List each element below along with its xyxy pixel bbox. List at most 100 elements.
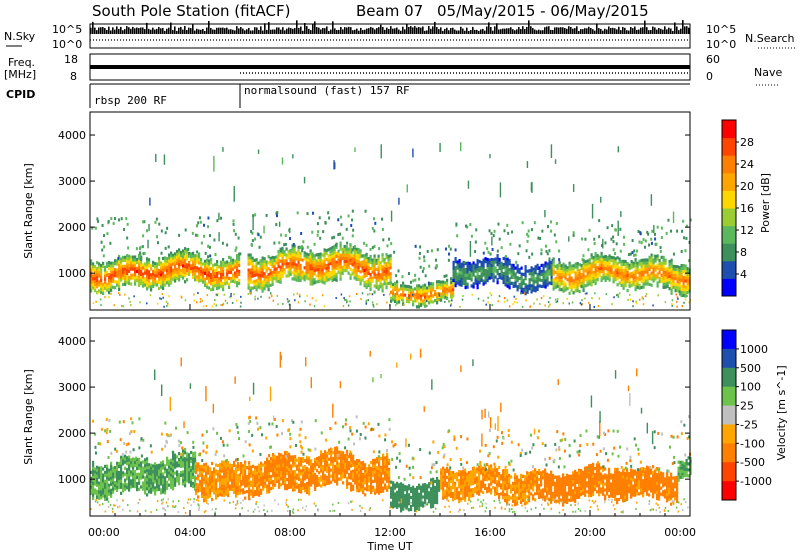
data-cell xyxy=(606,258,609,263)
data-cell xyxy=(299,254,302,259)
data-cell xyxy=(268,469,271,473)
data-cell xyxy=(170,470,173,474)
data-cell xyxy=(254,480,257,485)
scatter-cell xyxy=(474,250,477,254)
scatter-cell xyxy=(168,434,171,438)
scatter-cell xyxy=(236,425,239,429)
data-cell xyxy=(164,467,167,471)
data-cell xyxy=(182,458,185,462)
data-cell xyxy=(162,265,165,270)
data-cell xyxy=(372,485,375,489)
ground-cell xyxy=(523,292,526,295)
data-cell xyxy=(213,467,216,471)
nsky-bar xyxy=(92,21,94,34)
data-cell xyxy=(678,275,681,279)
data-cell xyxy=(355,253,358,257)
data-cell xyxy=(375,279,378,283)
scatter-cell xyxy=(164,421,167,425)
data-cell xyxy=(270,487,273,491)
data-cell xyxy=(676,265,679,269)
data-cell xyxy=(252,482,255,486)
data-cell xyxy=(338,468,341,472)
data-cell xyxy=(230,270,233,275)
data-cell xyxy=(502,256,505,261)
scatter-cell xyxy=(221,241,224,245)
data-cell xyxy=(430,282,433,286)
data-cell xyxy=(309,270,312,274)
data-cell xyxy=(356,489,359,493)
data-cell xyxy=(648,264,651,268)
data-cell xyxy=(544,270,547,274)
ground-cell xyxy=(347,304,350,307)
data-cell xyxy=(90,280,93,284)
data-cell xyxy=(130,276,133,280)
ground-cell xyxy=(321,294,324,297)
data-cell xyxy=(369,275,372,280)
scatter-cell xyxy=(123,227,126,231)
data-cell xyxy=(176,273,179,278)
data-cell xyxy=(110,470,113,474)
data-cell xyxy=(310,480,313,484)
data-cell xyxy=(247,256,250,260)
data-cell xyxy=(122,270,125,275)
data-cell xyxy=(302,471,305,476)
nsky-bar xyxy=(600,28,602,34)
data-cell xyxy=(315,259,318,263)
data-cell xyxy=(368,479,371,483)
data-cell xyxy=(124,481,127,485)
data-cell xyxy=(278,470,281,474)
data-cell xyxy=(676,268,679,272)
data-cell xyxy=(148,282,151,286)
data-cell xyxy=(381,277,384,281)
scatter-cell xyxy=(178,233,181,237)
power-colorbar-swatch xyxy=(722,260,736,279)
data-cell xyxy=(152,464,155,468)
data-cell xyxy=(524,277,527,281)
data-cell xyxy=(188,465,191,469)
data-cell xyxy=(122,282,125,287)
data-cell xyxy=(536,278,539,282)
data-cell xyxy=(590,283,593,287)
data-cell xyxy=(269,262,272,266)
data-cell xyxy=(92,493,95,498)
data-cell xyxy=(556,263,559,267)
scatter-cell xyxy=(181,446,184,450)
data-cell xyxy=(450,277,453,281)
data-cell xyxy=(331,266,334,271)
data-cell xyxy=(646,270,649,274)
data-cell xyxy=(392,283,395,287)
data-cell xyxy=(138,259,141,263)
data-cell xyxy=(490,272,493,277)
data-cell xyxy=(334,479,337,483)
data-cell xyxy=(164,491,167,495)
scatter-cell xyxy=(550,229,553,233)
data-cell xyxy=(110,467,113,471)
data-cell xyxy=(227,478,230,483)
nsky-bar xyxy=(656,29,658,34)
data-cell xyxy=(182,452,185,456)
data-cell xyxy=(150,487,153,491)
data-cell xyxy=(166,266,169,270)
data-cell xyxy=(494,260,497,264)
data-cell xyxy=(404,293,407,297)
ground-cell xyxy=(513,295,516,298)
data-cell xyxy=(376,481,379,485)
data-cell xyxy=(367,277,370,282)
data-cell xyxy=(446,287,449,292)
data-cell xyxy=(346,485,349,489)
scatter-cell xyxy=(521,221,524,225)
data-cell xyxy=(334,464,337,468)
ground-cell xyxy=(92,302,95,305)
nsky-bar xyxy=(310,30,312,34)
data-cell xyxy=(377,275,380,279)
data-cell xyxy=(253,273,256,277)
data-cell xyxy=(590,280,593,284)
data-cell xyxy=(542,266,545,270)
data-cell xyxy=(281,268,284,273)
data-cell xyxy=(576,261,579,266)
ground-cell xyxy=(598,297,601,300)
nsky-trace xyxy=(90,20,690,41)
data-cell xyxy=(606,261,609,266)
data-cell xyxy=(614,278,617,282)
ground-cell xyxy=(229,296,231,299)
